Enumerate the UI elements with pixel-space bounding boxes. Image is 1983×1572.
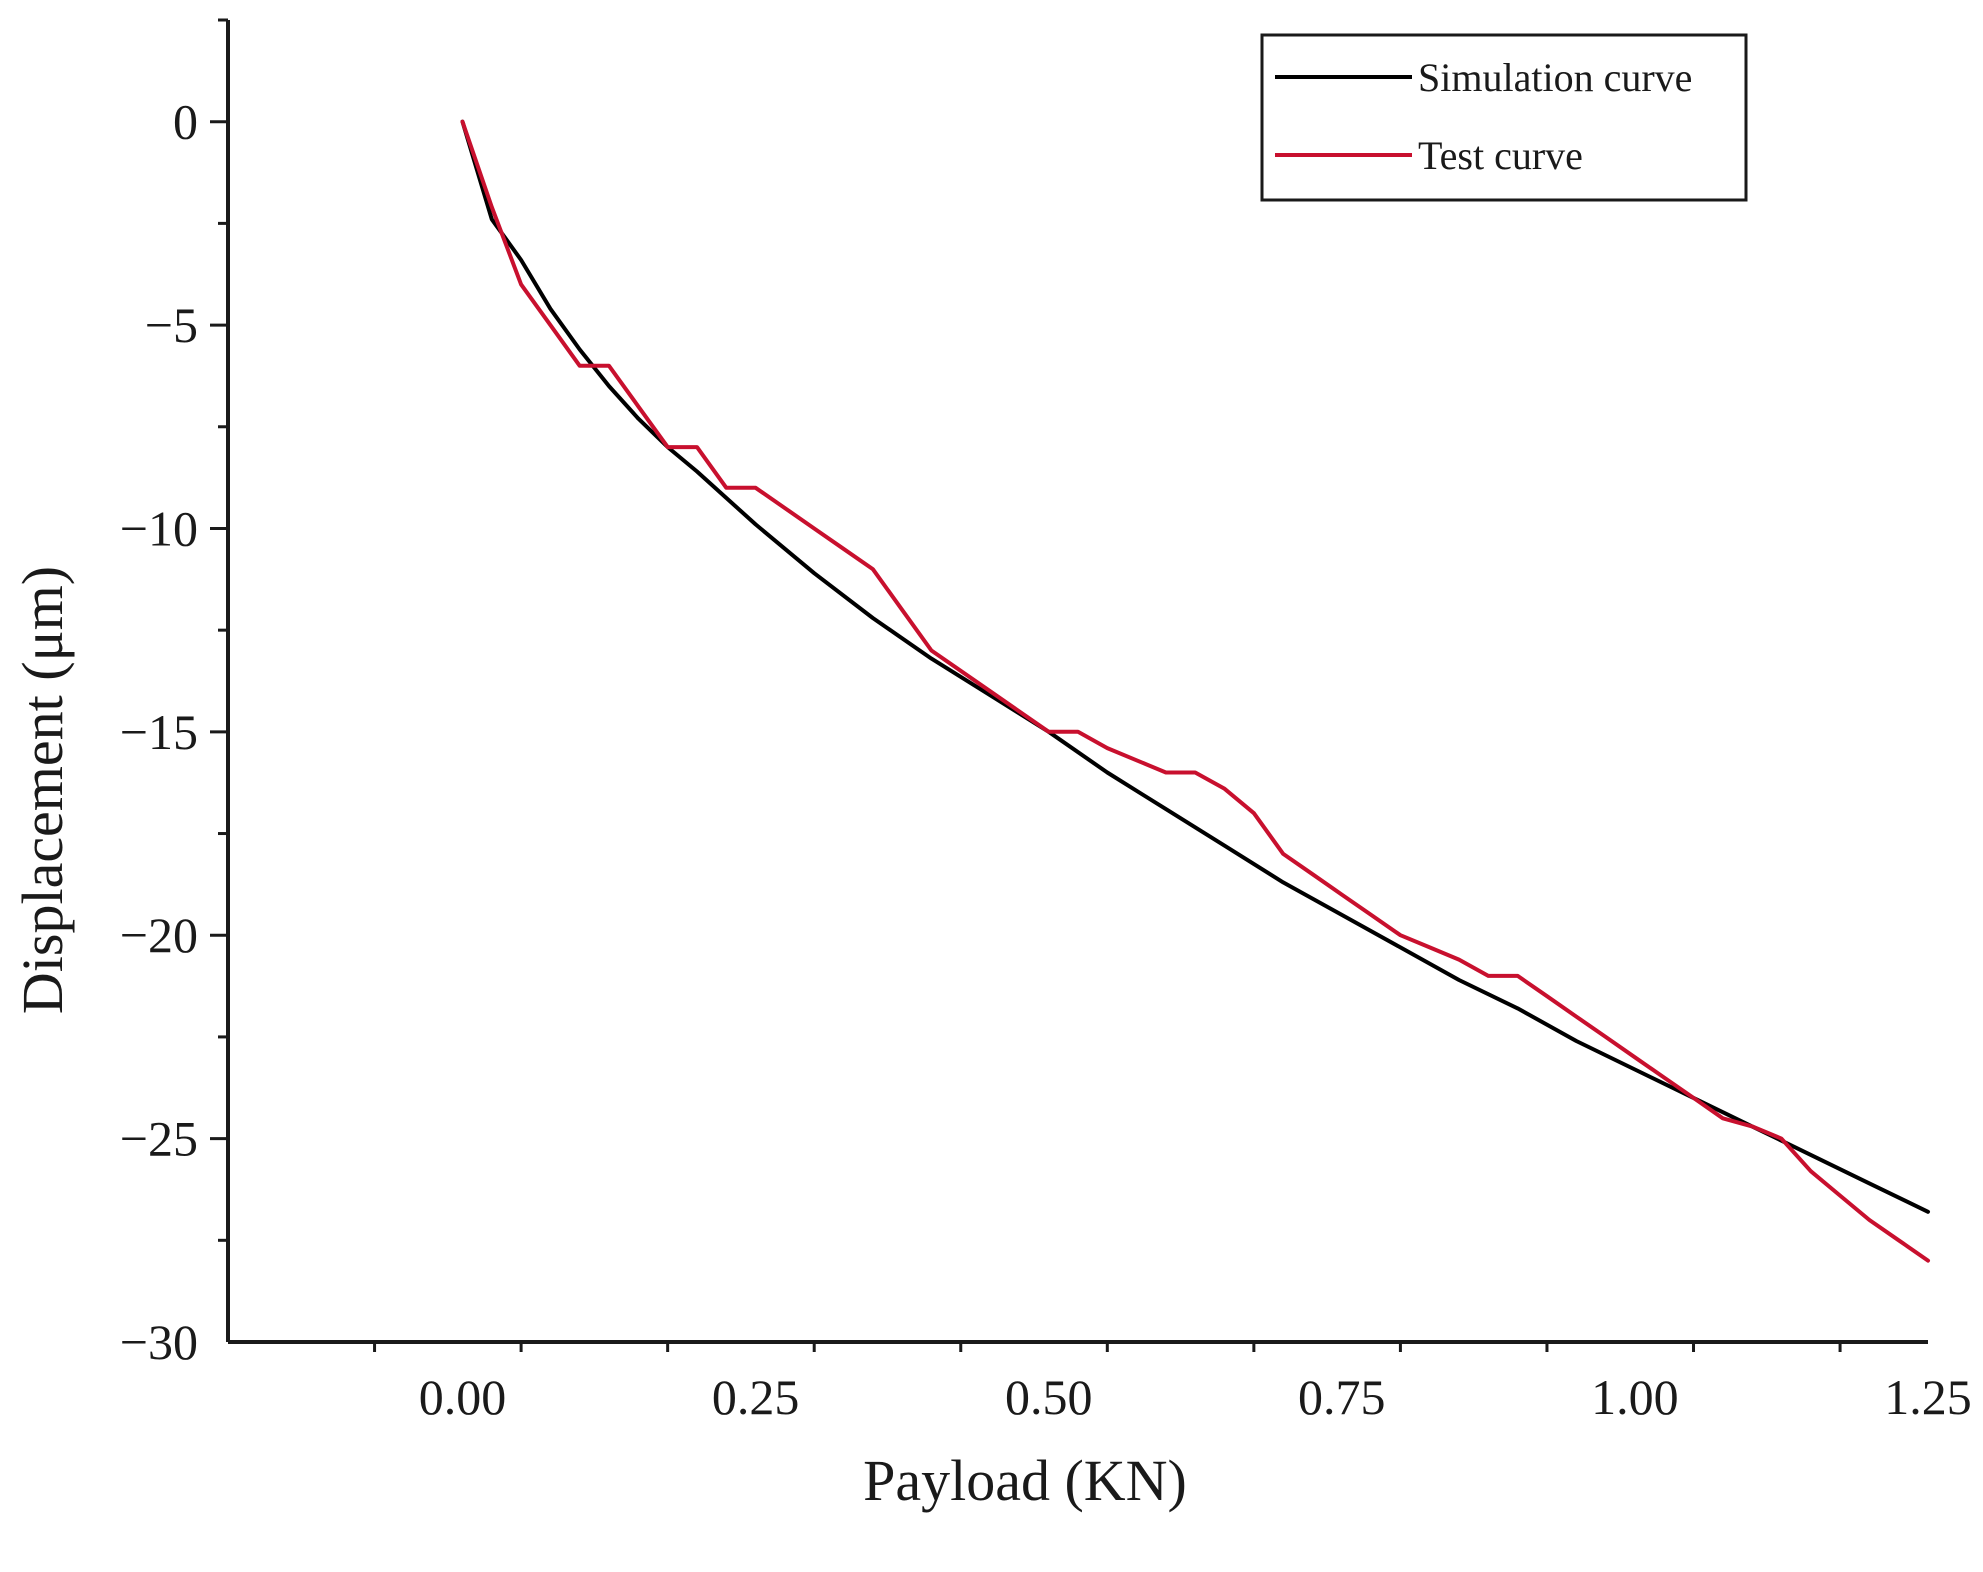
x-tick-label: 0.00 bbox=[419, 1369, 507, 1425]
x-tick-label: 1.00 bbox=[1591, 1369, 1679, 1425]
x-tick-label: 1.25 bbox=[1884, 1369, 1972, 1425]
y-tick-label: −20 bbox=[120, 907, 198, 963]
legend-label-simulation-curve: Simulation curve bbox=[1418, 55, 1692, 100]
y-tick-label: −30 bbox=[120, 1314, 198, 1370]
legend: Simulation curve Test curve bbox=[1260, 33, 1748, 202]
axes bbox=[226, 20, 1928, 1344]
x-tick-label: 0.75 bbox=[1298, 1369, 1386, 1425]
x-tick-label: 0.25 bbox=[712, 1369, 800, 1425]
y-tick-label: −25 bbox=[120, 1111, 198, 1167]
series-line-test-curve bbox=[460, 119, 1930, 1263]
y-tick-label: −10 bbox=[120, 500, 198, 556]
y-tick-label: −5 bbox=[145, 297, 198, 353]
y-axis-ticks: 0 −5 −10 −15 −20 −25 −30 bbox=[120, 18, 228, 1370]
x-axis-title: Payload (KN) bbox=[863, 1448, 1187, 1513]
x-tick-label: 0.50 bbox=[1005, 1369, 1093, 1425]
x-axis-ticks: 0.00 0.25 0.50 0.75 1.00 1.25 bbox=[373, 1342, 1972, 1425]
y-tick-label: −15 bbox=[120, 704, 198, 760]
legend-label-test-curve: Test curve bbox=[1418, 133, 1583, 178]
series-lines bbox=[460, 119, 1930, 1263]
legend-box bbox=[1260, 33, 1748, 202]
y-axis-title: Displacement (μm) bbox=[10, 566, 75, 1014]
series-line-simulation-curve bbox=[460, 119, 1930, 1214]
y-tick-label: 0 bbox=[173, 94, 198, 150]
